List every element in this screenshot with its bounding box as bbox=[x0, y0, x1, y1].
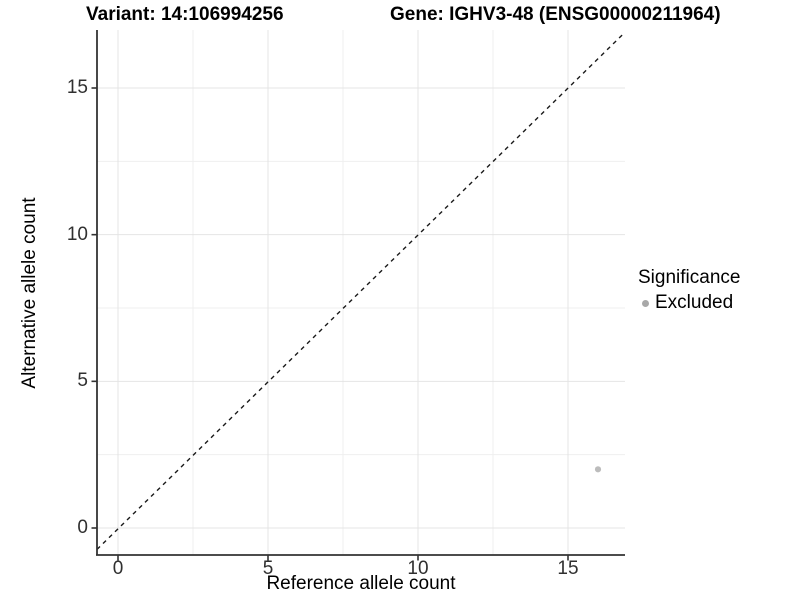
identity-reference-line bbox=[96, 31, 626, 550]
y-tick-label: 5 bbox=[77, 370, 88, 392]
legend: Significance Excluded bbox=[638, 266, 740, 315]
y-tick-label: 15 bbox=[66, 77, 88, 98]
excluded-point-icon bbox=[642, 299, 649, 307]
data-point bbox=[594, 466, 602, 473]
y-tick-label: 0 bbox=[77, 517, 88, 538]
x-tick-label: 15 bbox=[557, 558, 579, 579]
x-tick-label: 5 bbox=[262, 558, 274, 579]
gene-title: Gene: IGHV3-48 (ENSG00000211964) bbox=[390, 4, 721, 25]
legend-item-excluded: Excluded bbox=[638, 291, 740, 315]
legend-item-label: Excluded bbox=[655, 292, 734, 313]
x-axis-title: Reference allele count bbox=[266, 573, 456, 594]
x-tick-label: 0 bbox=[112, 558, 124, 579]
y-axis-title: Alternative allele count bbox=[19, 197, 40, 389]
x-tick-label: 10 bbox=[407, 558, 429, 579]
y-tick-label: 10 bbox=[66, 223, 88, 245]
variant-title: Variant: 14:106994256 bbox=[86, 4, 284, 25]
legend-title: Significance bbox=[638, 267, 741, 288]
